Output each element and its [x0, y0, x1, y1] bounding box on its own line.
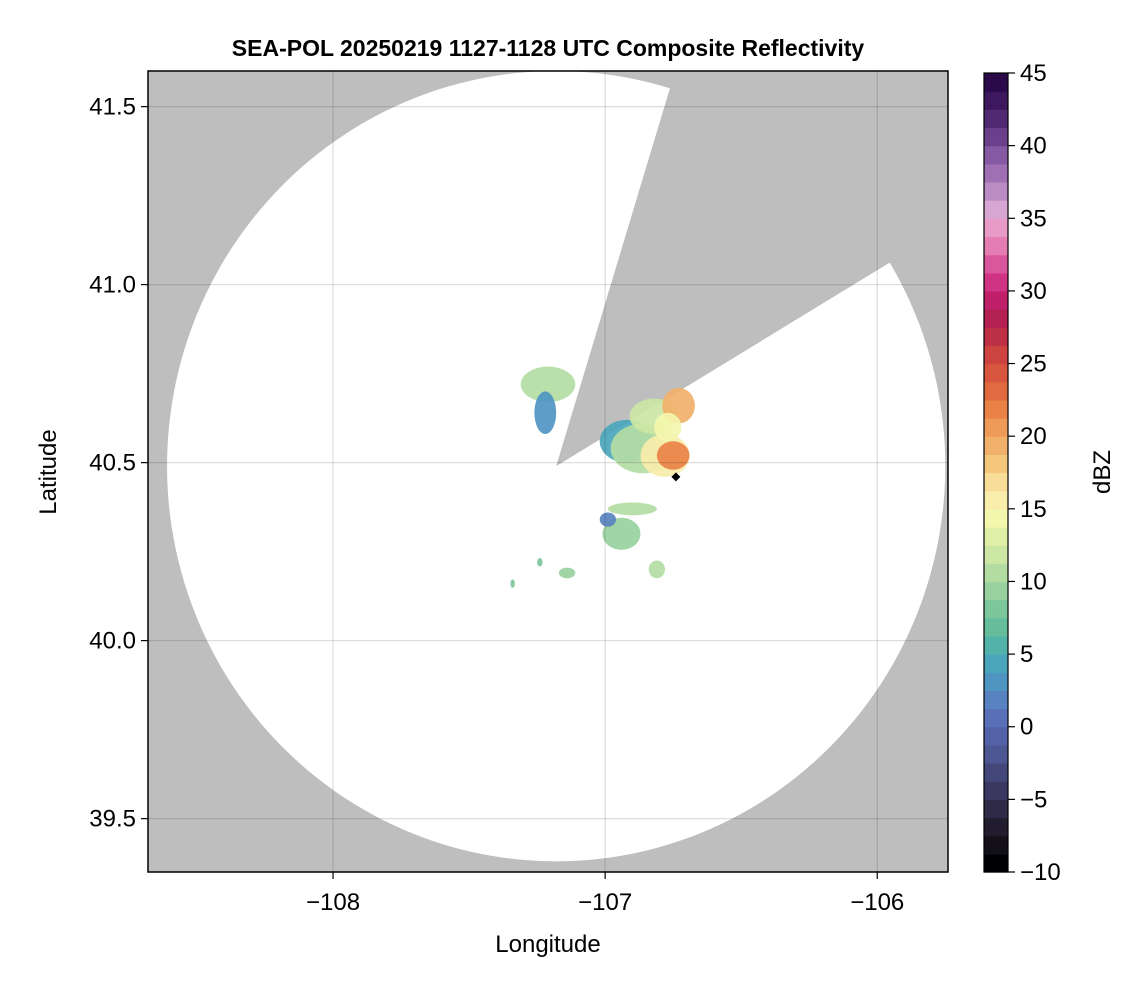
- x-tick-label: −108: [306, 889, 360, 916]
- colorbar-swatch: [984, 690, 1008, 710]
- echo-cell-3: [656, 441, 690, 470]
- y-tick-label: 41.0: [89, 272, 136, 299]
- colorbar-swatch: [984, 399, 1008, 419]
- colorbar-swatch: [984, 708, 1008, 728]
- x-tick-label: −106: [850, 889, 904, 916]
- colorbar-swatch: [984, 526, 1008, 546]
- colorbar-swatch: [984, 781, 1008, 800]
- colorbar-swatch: [984, 817, 1008, 837]
- radar-site-marker: [671, 472, 681, 482]
- colorbar-swatch: [984, 327, 1008, 346]
- colorbar-swatch: [984, 109, 1008, 129]
- echo-cell-9: [607, 502, 657, 516]
- colorbar: −10 −5 0 5 10 15 20 25 30 35 40 45: [983, 60, 1061, 886]
- echo-cell-15: [510, 579, 515, 588]
- echo-cell-8: [534, 391, 557, 435]
- chart-title: SEA-POL 20250219 1127-1128 UTC Composite…: [232, 35, 865, 61]
- grid-lines: [148, 71, 948, 872]
- echo-cell-10: [602, 517, 641, 550]
- colorbar-swatch: [984, 726, 1008, 746]
- reflectivity-echoes: [510, 366, 695, 588]
- echo-cell-7: [520, 366, 576, 403]
- y-axis-ticks: 39.5 40.0 40.5 41.0 41.5: [89, 94, 148, 833]
- colorbar-tick-label: 40: [1020, 133, 1047, 160]
- colorbar-tick-label: 35: [1020, 205, 1047, 232]
- colorbar-swatch: [984, 218, 1008, 238]
- colorbar-swatch: [984, 200, 1008, 219]
- y-tick-label: 40.5: [89, 450, 136, 477]
- colorbar-swatch: [984, 563, 1008, 583]
- x-axis-label: Longitude: [495, 931, 600, 958]
- colorbar-swatch: [984, 436, 1008, 455]
- colorbar-swatch: [984, 617, 1008, 637]
- y-tick-label: 41.5: [89, 94, 136, 121]
- colorbar-swatch: [984, 763, 1008, 782]
- colorbar-swatch: [984, 508, 1008, 528]
- colorbar-swatch: [984, 290, 1008, 310]
- y-tick-label: 39.5: [89, 806, 136, 833]
- colorbar-swatch: [984, 73, 1008, 92]
- echo-cell-11: [599, 512, 617, 527]
- colorbar-swatch: [984, 581, 1008, 601]
- y-axis-label: Latitude: [35, 429, 62, 514]
- colorbar-swatch: [984, 345, 1008, 365]
- colorbar-swatch: [984, 181, 1008, 201]
- colorbar-swatch: [984, 254, 1008, 274]
- colorbar-tick-label: 45: [1020, 60, 1047, 87]
- colorbar-tick-label: 20: [1020, 423, 1047, 450]
- colorbar-swatch: [984, 472, 1008, 492]
- colorbar-swatch: [984, 635, 1008, 655]
- colorbar-swatch: [984, 418, 1008, 437]
- radar-coverage-area: [167, 71, 946, 862]
- colorbar-swatch: [984, 545, 1008, 564]
- colorbar-tick-label: 0: [1020, 714, 1033, 741]
- echo-cell-6: [654, 412, 682, 442]
- colorbar-label: dBZ: [1089, 450, 1116, 494]
- x-axis-ticks: −108 −107 −106: [306, 872, 904, 916]
- colorbar-tick-label: 25: [1020, 351, 1047, 378]
- colorbar-swatch: [984, 127, 1008, 147]
- colorbar-frame: [983, 72, 1009, 873]
- colorbar-swatch: [984, 272, 1008, 292]
- colorbar-tick-label: −5: [1020, 786, 1047, 813]
- colorbar-swatch: [984, 236, 1008, 256]
- colorbar-swatch: [984, 490, 1008, 510]
- colorbar-ticks: −10 −5 0 5 10 15 20 25 30 35 40 45: [1008, 60, 1061, 886]
- colorbar-swatch: [984, 744, 1008, 764]
- colorbar-swatch: [984, 163, 1008, 183]
- echo-cell-14: [537, 558, 543, 567]
- colorbar-tick-label: 10: [1020, 568, 1047, 595]
- colorbar-swatch: [984, 799, 1008, 819]
- colorbar-swatch: [984, 654, 1008, 673]
- plot-area: −108 −107 −106 39.5 40.0 40.5 41.0 41.5: [89, 70, 949, 916]
- x-tick-label: −107: [578, 889, 632, 916]
- echo-cell-12: [648, 560, 666, 579]
- colorbar-swatch: [984, 145, 1008, 165]
- colorbar-tick-label: 15: [1020, 496, 1047, 523]
- colorbar-swatch: [984, 853, 1008, 873]
- colorbar-swatch: [984, 835, 1008, 855]
- colorbar-swatch: [984, 599, 1008, 619]
- colorbar-swatch: [984, 363, 1008, 383]
- echo-cell-13: [558, 567, 576, 579]
- colorbar-swatch: [984, 381, 1008, 401]
- plot-frame: [147, 70, 949, 873]
- colorbar-swatch: [984, 91, 1008, 110]
- colorbar-tick-label: 5: [1020, 641, 1033, 668]
- colorbar-swatch: [984, 672, 1008, 692]
- colorbar-swatch: [984, 454, 1008, 474]
- colorbar-swatches: [984, 73, 1008, 873]
- colorbar-swatch: [984, 309, 1008, 328]
- colorbar-tick-label: −10: [1020, 859, 1061, 886]
- colorbar-tick-label: 30: [1020, 278, 1047, 305]
- y-tick-label: 40.0: [89, 628, 136, 655]
